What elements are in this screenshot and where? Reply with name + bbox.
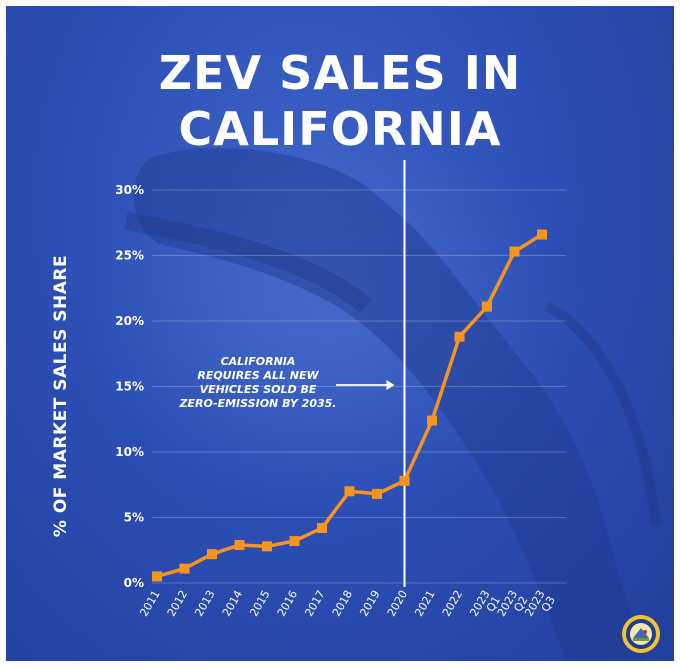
data-point [372, 488, 382, 499]
y-tick-label: 5% [124, 511, 144, 525]
data-point [179, 563, 190, 574]
data-point [234, 540, 245, 551]
infographic-card: ZEV SALES IN CALIFORNIA % OF MARKET SALE… [6, 6, 674, 661]
y-tick-label: 0% [124, 576, 144, 590]
y-tick-label: 25% [115, 249, 144, 263]
chart-title-line-2: CALIFORNIA [178, 102, 502, 156]
y-tick-label: 20% [115, 314, 144, 328]
x-tick-label: 2022 [440, 588, 465, 619]
x-tick-label-line: 2017 [302, 588, 327, 619]
x-tick-label: 2015 [247, 588, 272, 619]
x-tick-label: 2018 [330, 588, 355, 619]
data-point [152, 571, 162, 582]
x-tick-label: 2023Q3 [522, 588, 558, 625]
data-point [262, 541, 272, 552]
x-tick-label: 2016 [275, 588, 300, 619]
x-tick-label: 2021 [412, 588, 437, 619]
california-seal-icon [622, 615, 660, 653]
data-point [399, 475, 410, 486]
annotation-line: ZERO-EMISSION BY 2035. [179, 397, 337, 410]
annotation-line: VEHICLES SOLD BE [200, 383, 317, 396]
data-point [482, 301, 492, 312]
y-tick-label: 15% [115, 380, 144, 394]
data-point [537, 229, 547, 240]
data-point [509, 246, 520, 257]
annotation-line: CALIFORNIA [221, 355, 296, 368]
x-tick-label-line: 2016 [275, 588, 300, 619]
x-tick-label-line: 2012 [165, 588, 190, 619]
x-tick-label-line: 2014 [220, 588, 245, 619]
x-tick-label-line: 2020 [385, 588, 410, 619]
data-point [427, 415, 437, 426]
x-tick-label-line: 2018 [330, 588, 355, 619]
chart-title-line-1: ZEV SALES IN [158, 46, 522, 100]
x-tick-label-line: 2021 [412, 588, 437, 619]
data-point [207, 549, 217, 560]
data-point [454, 331, 465, 342]
x-tick-label-line: 2015 [247, 588, 272, 619]
x-tick-label: 2011 [137, 588, 162, 619]
data-point [317, 522, 327, 533]
x-tick-label: 2013 [192, 588, 217, 619]
x-tick-label: 2019 [357, 588, 382, 619]
ev-charger-background-icon [86, 126, 661, 661]
y-tick-label: 30% [115, 183, 144, 197]
annotation-arrow-head [386, 380, 395, 390]
data-point [289, 536, 300, 547]
x-tick-label: 2014 [220, 588, 245, 619]
x-tick-label-line: 2019 [357, 588, 382, 619]
y-tick-label: 10% [115, 445, 144, 459]
x-tick-label-line: 2013 [192, 588, 217, 619]
x-tick-label-line: 2011 [137, 588, 162, 619]
x-tick-label-line: 2022 [440, 588, 465, 619]
x-tick-label: 2020 [385, 588, 410, 619]
x-tick-label: 2017 [302, 588, 327, 619]
x-tick-label: 2012 [165, 588, 190, 619]
data-point [344, 486, 355, 497]
annotation-line: REQUIRES ALL NEW [197, 369, 319, 382]
